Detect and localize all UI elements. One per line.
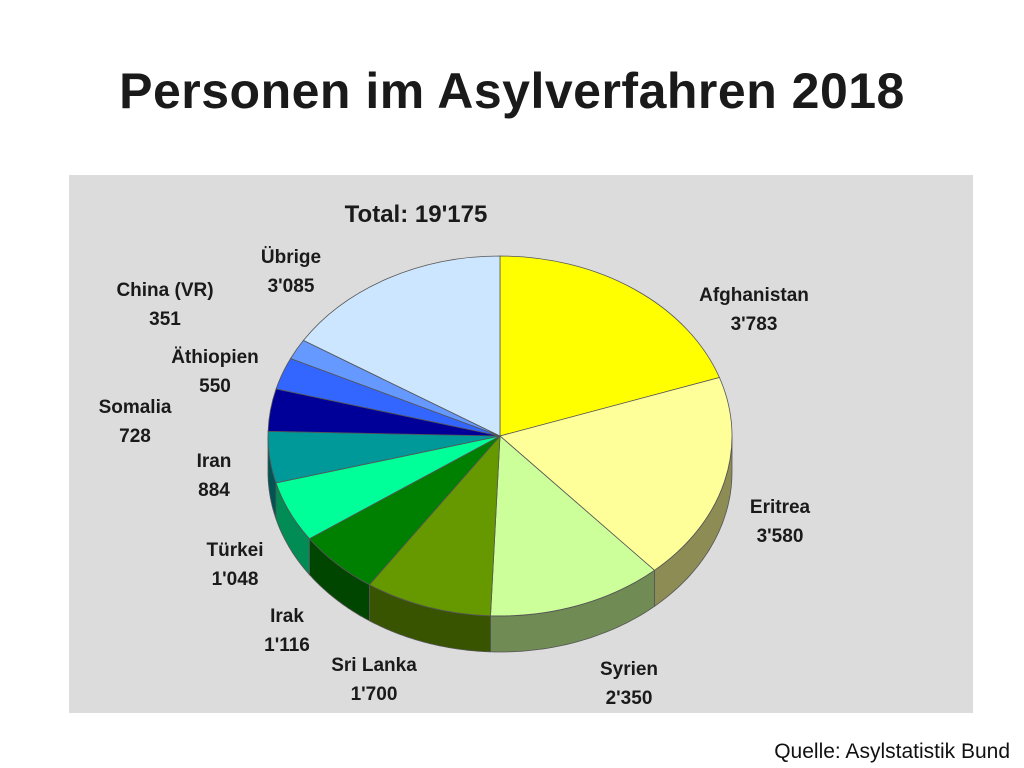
slice-name-ubrige: Übrige xyxy=(261,247,321,268)
slice-afghanistan xyxy=(499,255,720,437)
slice-label-athiopien: Äthiopien 550 xyxy=(171,347,259,397)
slice-value-somalia: 728 xyxy=(119,426,151,447)
slice-label-iran: Iran 884 xyxy=(197,451,232,501)
slice-value-china-vr: 351 xyxy=(149,309,181,330)
slice-value-eritrea: 3'580 xyxy=(757,526,804,547)
slice-syrien xyxy=(490,435,656,617)
chart-total-title: Total: 19'175 xyxy=(345,201,488,228)
slice-name-irak: Irak xyxy=(270,606,304,627)
slice-label-turkei: Türkei 1'048 xyxy=(206,540,263,590)
slice-value-irak: 1'116 xyxy=(264,635,310,656)
slice-value-afghanistan: 3'783 xyxy=(731,314,778,335)
source-note: Quelle: Asylstatistik Bund xyxy=(774,740,1010,763)
slice-name-iran: Iran xyxy=(197,451,232,472)
slice-name-sri-lanka: Sri Lanka xyxy=(331,655,417,676)
slice-label-sri-lanka: Sri Lanka 1'700 xyxy=(331,655,417,705)
slice-label-eritrea: Eritrea 3'580 xyxy=(750,497,811,547)
slice-value-sri-lanka: 1'700 xyxy=(351,684,398,705)
slide-title: Personen im Asylverfahren 2018 xyxy=(119,63,905,119)
slice-value-syrien: 2'350 xyxy=(606,688,653,709)
slice-label-somalia: Somalia 728 xyxy=(99,397,172,447)
slice-value-iran: 884 xyxy=(198,480,230,501)
slice-label-china-vr: China (VR) 351 xyxy=(116,280,213,330)
pie-chart-panel: Total: 19'175 Afghanistan 3'783 Eritrea 3'5… xyxy=(69,175,973,713)
slice-name-syrien: Syrien xyxy=(600,659,658,680)
slice-name-china-vr: China (VR) xyxy=(116,280,213,301)
slice-name-athiopien: Äthiopien xyxy=(171,347,259,368)
slice-label-ubrige: Übrige 3'085 xyxy=(261,247,321,297)
slice-name-somalia: Somalia xyxy=(99,397,172,418)
slice-name-afghanistan: Afghanistan xyxy=(699,285,809,306)
slice-value-athiopien: 550 xyxy=(199,376,231,397)
slice-ubrige xyxy=(302,255,501,437)
slice-value-ubrige: 3'085 xyxy=(268,276,315,297)
slice-eritrea xyxy=(499,377,733,571)
slice-label-irak: Irak 1'116 xyxy=(264,606,310,656)
pie-chart: Total: 19'175 Afghanistan 3'783 Eritrea 3'5… xyxy=(99,201,811,709)
slice-name-eritrea: Eritrea xyxy=(750,497,811,518)
slice-label-syrien: Syrien 2'350 xyxy=(600,659,658,709)
slice-sri-lanka xyxy=(368,434,501,617)
slice-value-turkei: 1'048 xyxy=(212,569,259,590)
slice-name-turkei: Türkei xyxy=(206,540,263,561)
slice-label-afghanistan: Afghanistan 3'783 xyxy=(699,285,809,335)
